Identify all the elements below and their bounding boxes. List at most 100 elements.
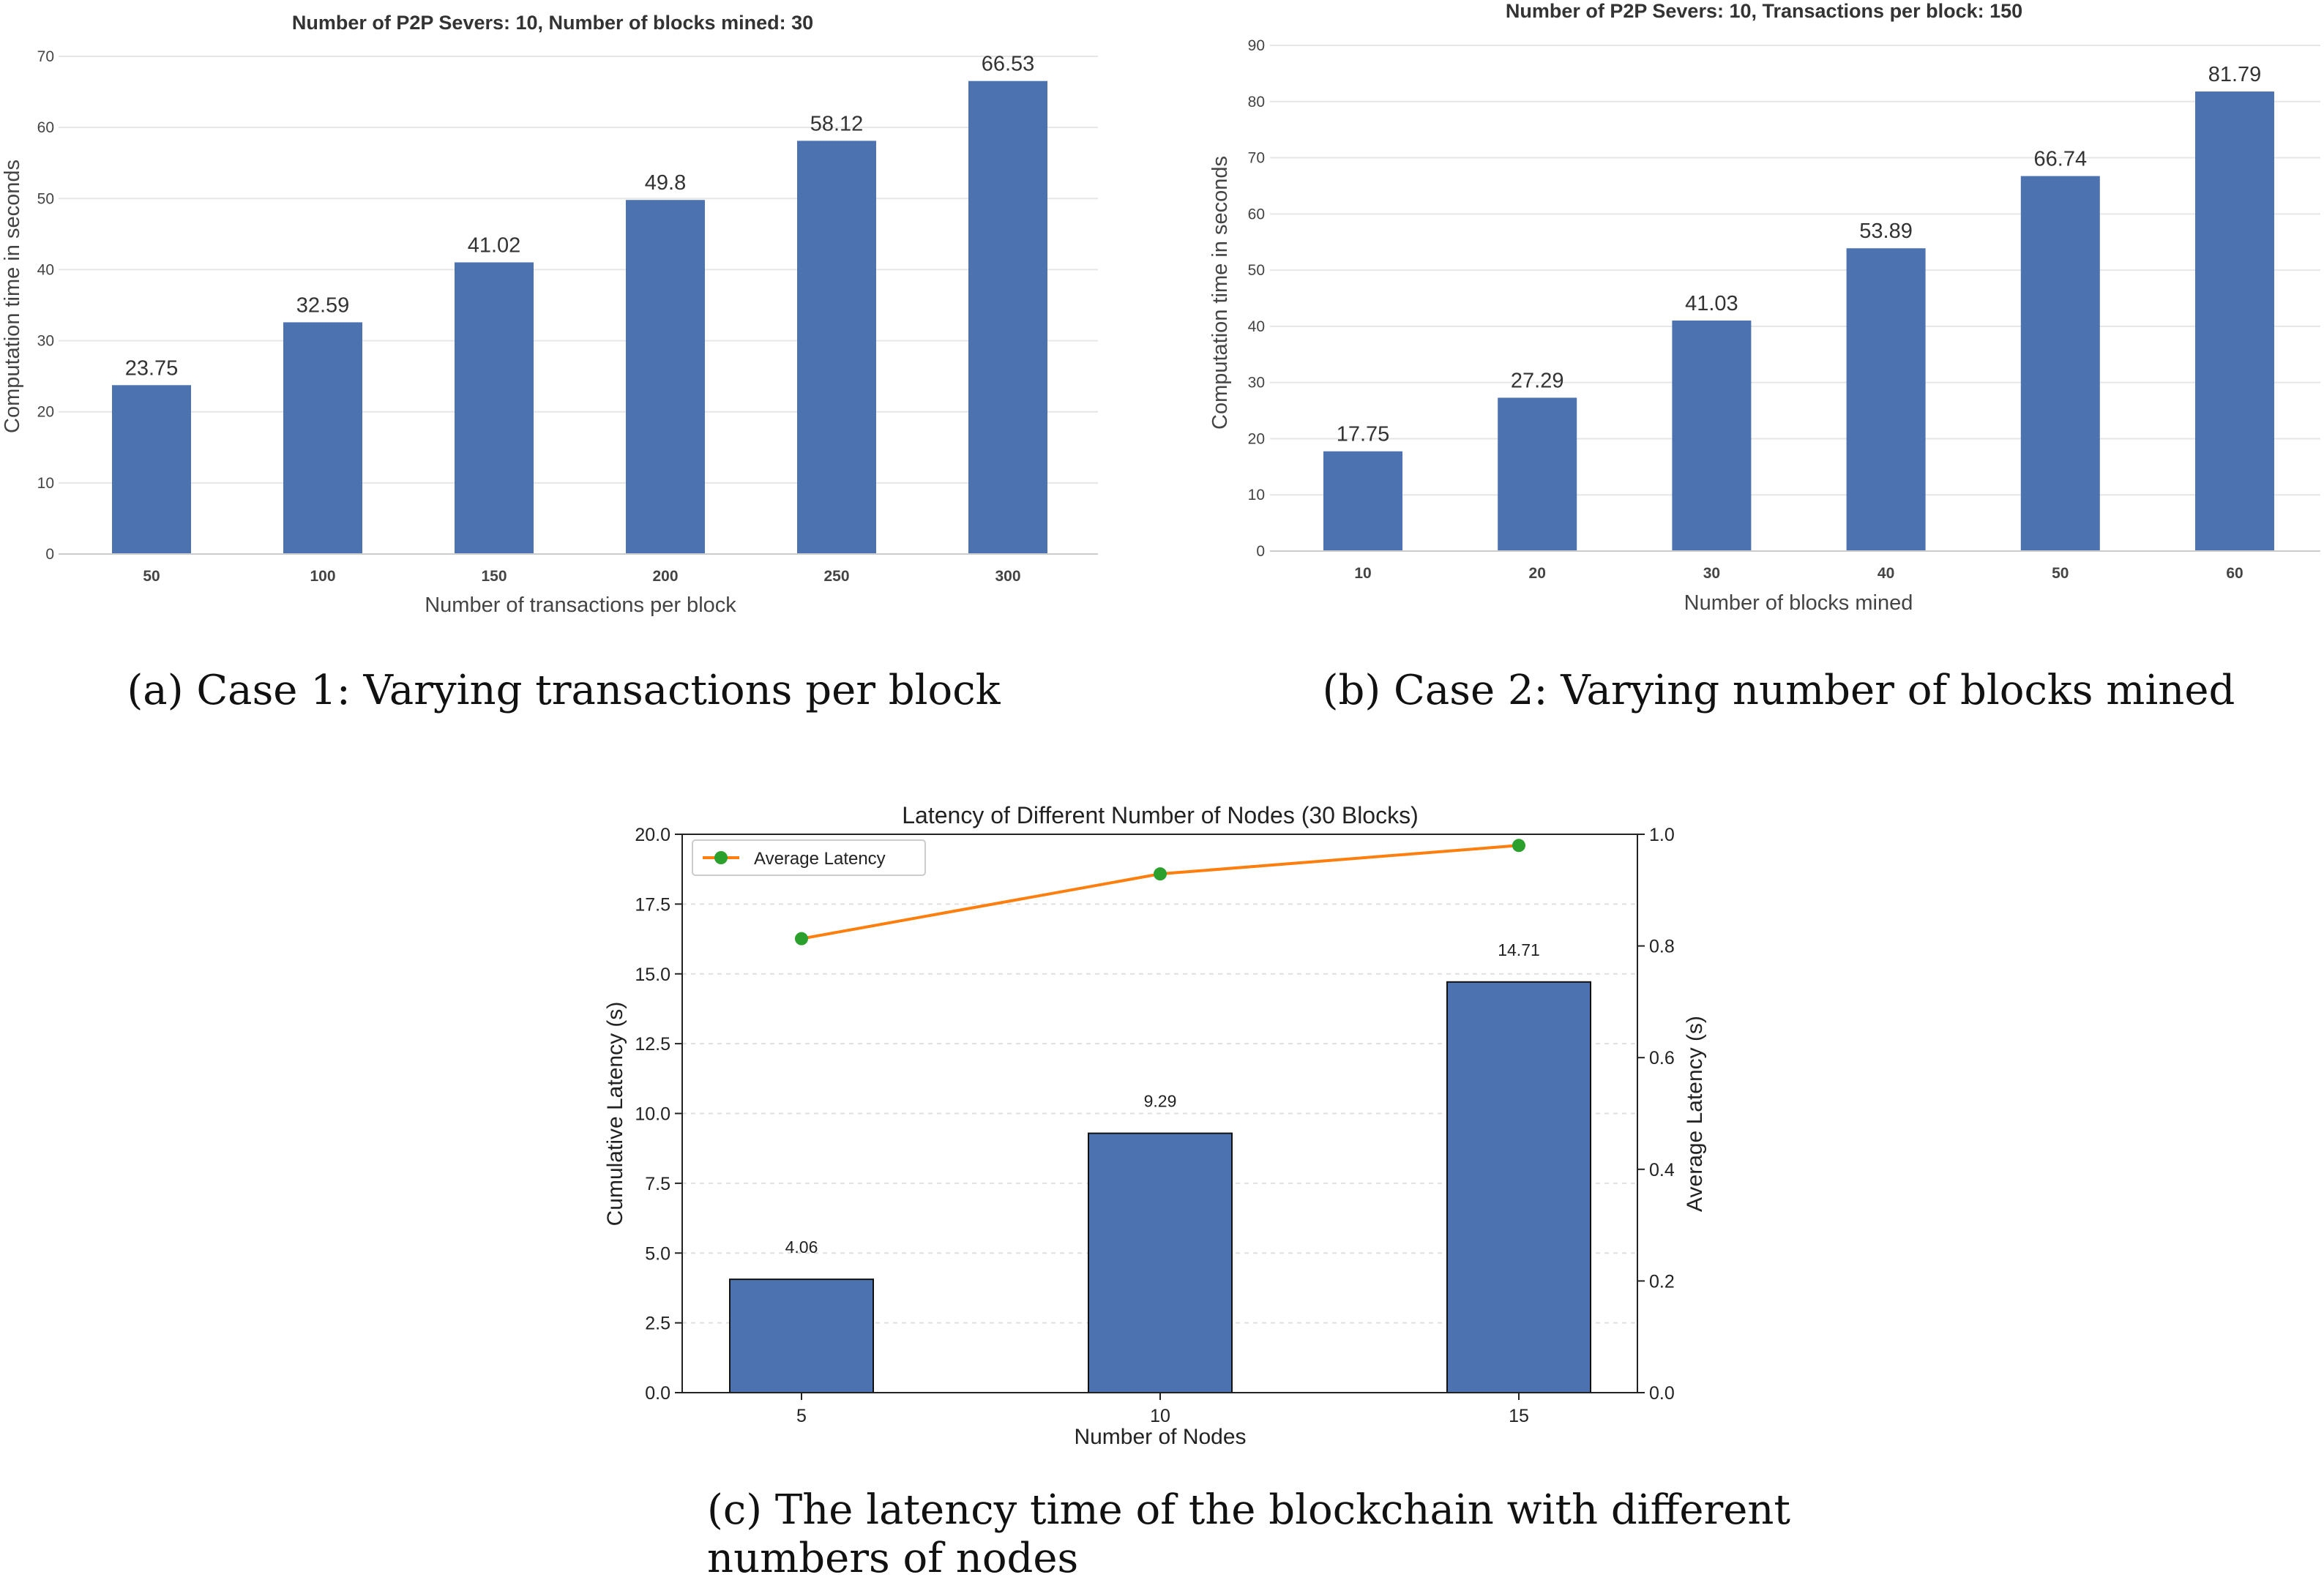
b-y-tick-label: 0 [1256,543,1265,560]
chart-c-x-tick-label: 10 [1150,1406,1170,1426]
a-x-tick-label: 250 [823,568,849,585]
a-x-tick-label: 100 [310,568,335,585]
chart-c-legend: Average Latency [692,839,926,876]
chart-b-data-labels: 17.75 27.29 41.03 53.89 66.74 81.79 [1337,63,2262,446]
chart-a-data-labels: 23.75 32.59 41.02 49.8 58.12 66.53 [125,53,1035,381]
b-data-label: 41.03 [1685,292,1738,315]
a-x-tick-label: 50 [143,568,160,585]
b-data-label: 66.74 [2034,148,2088,171]
chart-c-y2-tick-label: 0.8 [1649,937,1675,957]
a-y-tick-label: 0 [45,546,54,563]
chart-a-y-ticks: 0 10 20 30 40 50 60 70 [37,48,54,563]
chart-c-y-tick-label: 15.0 [635,965,670,985]
a-bar [283,322,362,554]
b-y-tick-label: 50 [1248,262,1265,279]
a-data-label: 23.75 [125,356,179,380]
chart-c-y2-tick-label: 0.6 [1649,1048,1675,1068]
chart-c-bar [1088,1132,1233,1394]
chart-c-data-label: 4.06 [785,1238,818,1257]
chart-c-bar [1446,981,1591,1393]
b-y-tick-label: 20 [1248,430,1265,447]
b-x-tick-label: 40 [1877,565,1894,582]
chart-c-average-latency-series [795,839,1525,946]
chart-c-y2-label: Average Latency (s) [1683,1016,1707,1212]
b-y-tick-label: 60 [1248,206,1265,222]
b-x-tick-label: 10 [1354,565,1371,582]
a-bar [455,262,534,554]
b-y-tick-label: 70 [1248,150,1265,167]
a-bar [968,81,1047,555]
chart-c-y-tick-label: 12.5 [635,1034,670,1055]
b-y-tick-label: 30 [1248,375,1265,392]
a-y-tick-label: 40 [37,261,54,278]
chart-b: 0 10 20 30 40 50 60 70 80 90 17.75 27.29 41.03 53.89… [1208,0,2320,615]
a-x-tick-label: 150 [481,568,507,585]
a-y-tick-label: 20 [37,404,54,421]
chart-c-y-tick-label: 7.5 [645,1174,670,1194]
b-y-tick-label: 80 [1248,94,1265,111]
chart-b-gridlines [1270,45,2320,496]
b-bar [2020,176,2100,552]
chart-b-x-ticks: 10 20 30 40 50 60 [1354,565,2243,582]
caption-c-line2: numbers of nodes [707,1535,1078,1580]
chart-c-title: Latency of Different Number of Nodes (30… [902,802,1419,828]
b-data-label: 53.89 [1859,220,1913,243]
chart-c-y2-tick-label: 0.4 [1649,1160,1675,1180]
chart-c-y-tick-label: 20.0 [635,825,670,845]
chart-c-legend-box [692,839,926,876]
chart-c-bars [729,981,1591,1394]
chart-c-x-tick-label: 15 [1509,1406,1529,1426]
chart-a: 0 10 20 30 40 50 60 70 23.75 32.59 41.02 49.8 58.12… [1,12,1098,617]
chart-c-y-tick-label: 0.0 [645,1383,670,1404]
caption-b: (b) Case 2: Varying number of blocks min… [1323,667,2235,714]
chart-c-right-y-ticks: 0.0 0.2 0.4 0.6 0.8 1.0 [1637,825,1675,1404]
a-y-tick-label: 30 [37,333,54,350]
chart-c-legend-marker-swatch [714,851,728,864]
chart-c-y-tick-label: 5.0 [645,1243,670,1264]
chart-a-x-ticks: 50 100 150 200 250 300 [143,568,1020,585]
b-x-tick-label: 60 [2226,565,2243,582]
b-bar [1846,248,1926,551]
a-y-tick-label: 70 [37,48,54,65]
chart-c-y-tick-label: 2.5 [645,1314,670,1334]
chart-a-gridlines [59,56,1098,484]
a-data-label: 41.02 [468,234,521,258]
a-bar [626,200,705,554]
chart-c-data-labels: 4.06 9.29 14.71 [785,940,1540,1257]
a-data-label: 66.53 [982,53,1035,76]
a-x-tick-label: 300 [995,568,1020,585]
chart-c: 4.06 9.29 14.71 0.0 2.5 5.0 7.5 10.0 12.5 15.0 17… [603,802,1707,1449]
chart-a-title: Number of P2P Severs: 10, Number of bloc… [292,12,813,34]
chart-a-y-label: Computation time in seconds [1,160,24,433]
a-y-tick-label: 60 [37,119,54,136]
b-y-tick-label: 10 [1248,487,1265,503]
b-x-tick-label: 50 [2052,565,2069,582]
chart-c-y2-tick-label: 1.0 [1649,825,1675,845]
chart-c-legend-label: Average Latency [754,849,886,869]
chart-b-title: Number of P2P Severs: 10, Transactions p… [1506,0,2022,22]
chart-c-average-latency-point [1154,867,1167,881]
chart-c-data-label: 9.29 [1144,1092,1177,1111]
chart-b-y-ticks: 0 10 20 30 40 50 60 70 80 90 [1248,37,1265,560]
b-x-tick-label: 20 [1529,565,1546,582]
b-data-label: 27.29 [1511,369,1564,392]
chart-c-x-tick-label: 5 [796,1406,807,1426]
chart-c-y-tick-label: 10.0 [635,1104,670,1125]
a-x-tick-label: 200 [652,568,678,585]
chart-c-y2-tick-label: 0.2 [1649,1271,1675,1292]
chart-c-y-tick-label: 17.5 [635,894,670,915]
a-y-tick-label: 10 [37,475,54,492]
chart-a-x-label: Number of transactions per block [425,594,736,617]
b-y-tick-label: 40 [1248,318,1265,335]
chart-c-y-label: Cumulative Latency (s) [603,1002,627,1227]
chart-c-data-label: 14.71 [1498,940,1540,959]
a-data-label: 32.59 [296,293,350,317]
a-bar [797,141,876,555]
b-bar [2195,91,2274,552]
chart-c-y2-tick-label: 0.0 [1649,1383,1675,1404]
chart-c-average-latency-point [1512,839,1525,853]
b-bar [1672,320,1752,551]
a-data-label: 49.8 [645,171,686,195]
chart-c-left-y-ticks: 0.0 2.5 5.0 7.5 10.0 12.5 15.0 17.5 20.0 [635,825,682,1404]
